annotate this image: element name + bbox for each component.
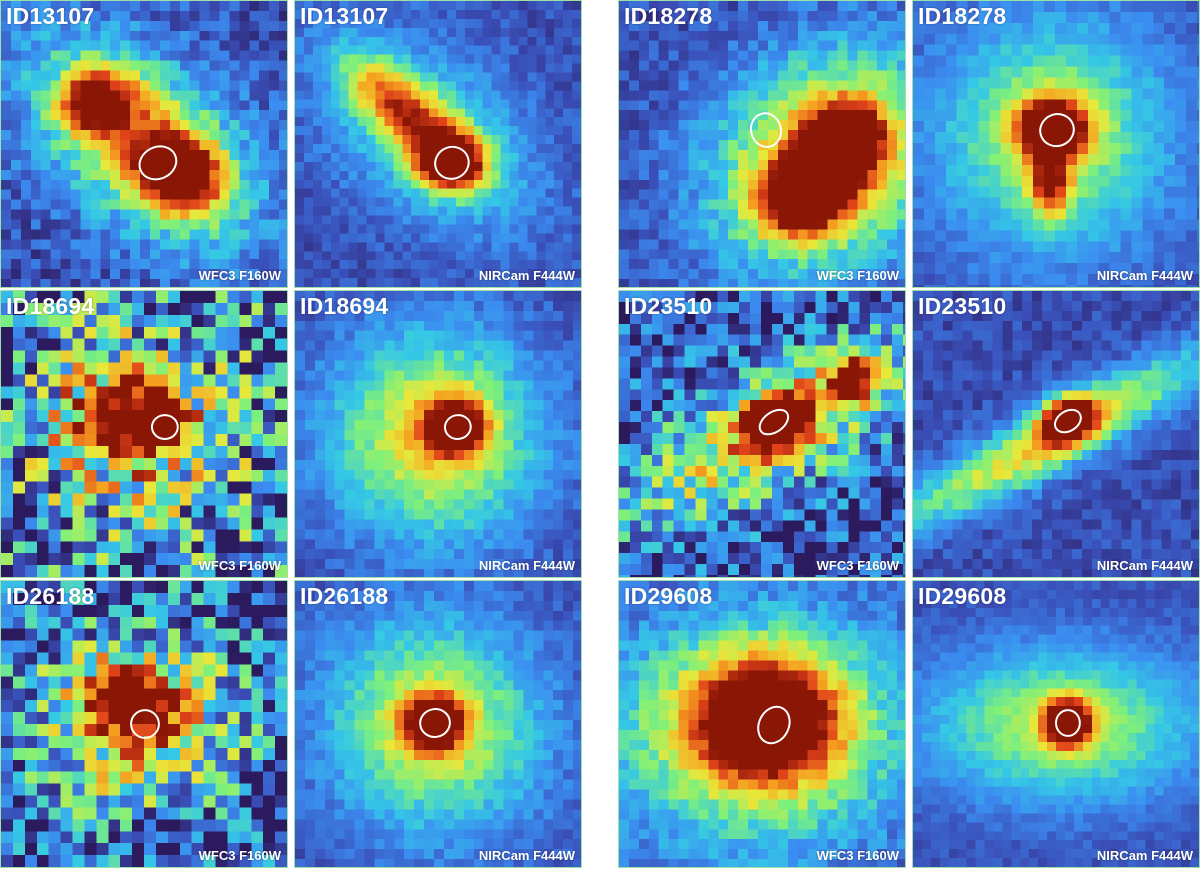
source-id-label: ID13107: [6, 3, 95, 29]
cutout-image: [295, 1, 581, 287]
source-id-label: ID18278: [624, 3, 713, 29]
cutout-panel: ID23510 WFC3 F160W: [618, 290, 906, 578]
aperture-ellipse: [1055, 709, 1081, 737]
cutout-image: [295, 291, 581, 577]
source-id-label: ID13107: [300, 3, 389, 29]
pixel-grid: [295, 581, 581, 867]
aperture-ellipse: [1039, 113, 1075, 148]
aperture-ellipse: [749, 112, 783, 148]
filter-label: NIRCam F444W: [478, 268, 575, 283]
cutout-image: [619, 581, 905, 867]
filter-label: WFC3 F160W: [816, 558, 899, 573]
aperture-ellipse: [130, 709, 160, 739]
cutout-panel: ID18694 NIRCam F444W: [294, 290, 582, 578]
pixel-grid: [1, 291, 287, 577]
cutout-panel: ID26188 NIRCam F444W: [294, 580, 582, 868]
pixel-grid: [295, 1, 581, 287]
source-id-label: ID26188: [6, 583, 95, 609]
filter-label: WFC3 F160W: [198, 848, 281, 863]
aperture-ellipse: [443, 414, 472, 440]
source-id-label: ID18694: [300, 293, 389, 319]
cutout-image: [913, 1, 1199, 287]
pixel-grid: [619, 1, 905, 287]
aperture-ellipse: [758, 408, 790, 436]
pixel-grid: [1, 581, 287, 867]
cutout-image: [913, 291, 1199, 577]
filter-label: WFC3 F160W: [198, 558, 281, 573]
source-id-label: ID29608: [624, 583, 713, 609]
cutout-image: [1, 1, 287, 287]
filter-label: NIRCam F444W: [478, 848, 575, 863]
aperture-ellipse: [150, 414, 179, 440]
pixel-grid: [619, 291, 905, 577]
filter-label: NIRCam F444W: [1096, 558, 1193, 573]
pixel-grid: [619, 581, 905, 867]
pixel-grid: [913, 1, 1199, 287]
cutout-image: [619, 291, 905, 577]
pixel-grid: [295, 291, 581, 577]
source-id-label: ID23510: [624, 293, 713, 319]
cutout-panel: ID18694 WFC3 F160W: [0, 290, 288, 578]
cutout-panel: ID13107 WFC3 F160W: [0, 0, 288, 288]
aperture-ellipse: [138, 145, 178, 181]
cutout-image: [1, 581, 287, 867]
cutout-panel: ID18278 NIRCam F444W: [912, 0, 1200, 288]
aperture-ellipse: [419, 708, 451, 738]
cutout-panel: ID13107 NIRCam F444W: [294, 0, 582, 288]
source-id-label: ID18278: [918, 3, 1007, 29]
aperture-ellipse: [434, 145, 470, 180]
source-id-label: ID26188: [300, 583, 389, 609]
source-id-label: ID29608: [918, 583, 1007, 609]
cutout-panel: ID29608 WFC3 F160W: [618, 580, 906, 868]
pixel-grid: [913, 291, 1199, 577]
aperture-ellipse: [1054, 408, 1082, 434]
cutout-panel: ID23510 NIRCam F444W: [912, 290, 1200, 578]
filter-label: NIRCam F444W: [1096, 848, 1193, 863]
filter-label: NIRCam F444W: [478, 558, 575, 573]
filter-label: WFC3 F160W: [198, 268, 281, 283]
cutout-panel: ID18278 WFC3 F160W: [618, 0, 906, 288]
filter-label: WFC3 F160W: [816, 848, 899, 863]
cutout-panel: ID29608 NIRCam F444W: [912, 580, 1200, 868]
cutout-image: [295, 581, 581, 867]
cutout-image: [913, 581, 1199, 867]
pixel-grid: [1, 1, 287, 287]
cutout-panel: ID26188 WFC3 F160W: [0, 580, 288, 868]
cutout-image: [1, 291, 287, 577]
filter-label: NIRCam F444W: [1096, 268, 1193, 283]
aperture-ellipse: [757, 705, 791, 745]
cutout-image: [619, 1, 905, 287]
filter-label: WFC3 F160W: [816, 268, 899, 283]
source-id-label: ID18694: [6, 293, 95, 319]
source-id-label: ID23510: [918, 293, 1007, 319]
pixel-grid: [913, 581, 1199, 867]
